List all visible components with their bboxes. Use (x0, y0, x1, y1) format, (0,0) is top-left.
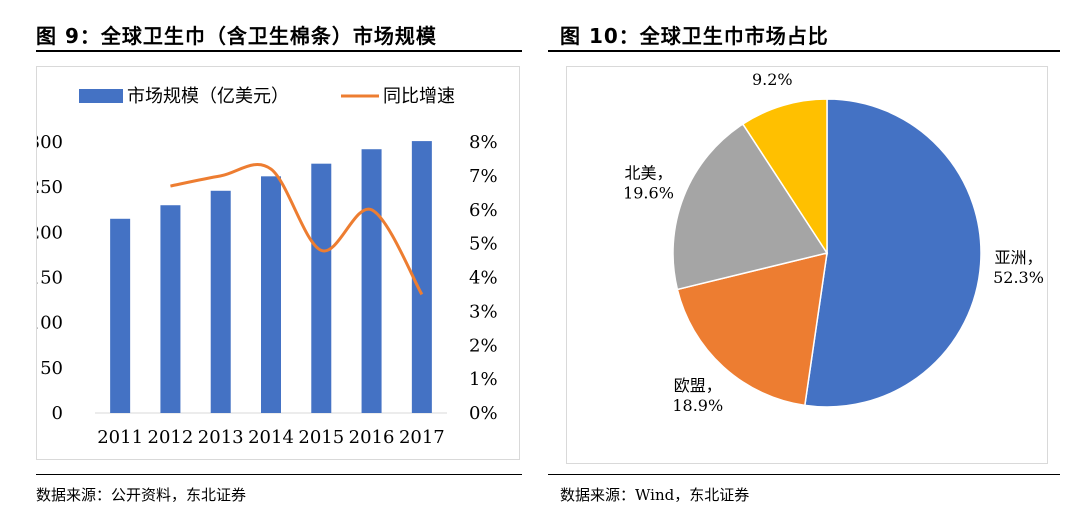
right-panel: 图 10：全球卫生巾市场占比 亚洲，52.3% 欧盟，18.9% 北美，19.6% 其… (540, 0, 1080, 522)
figure-10-source: 数据来源：Wind，东北证券 (560, 486, 750, 504)
pie-label-value: 9.2% (752, 70, 793, 89)
bar-2017 (411, 141, 432, 413)
y-left-tick-label: 250 (37, 177, 63, 198)
x-tick-label: 2016 (349, 427, 395, 448)
bar-line-chart-frame: 市场规模（亿美元） 同比增速 2011 2012 2013 2014 2015 2016 2… (29, 66, 520, 460)
pie-label-name: 北美， (624, 163, 672, 182)
pie-slice-北美 (672, 122, 829, 291)
x-tick-label: 2011 (97, 427, 143, 448)
bar-2011 (110, 218, 131, 413)
y-left-tick-label: 50 (40, 358, 63, 379)
y-left-tick-label: 200 (37, 222, 63, 243)
y-right-tick-label: 3% (469, 301, 498, 322)
x-tick-label: 2014 (248, 427, 294, 448)
x-tick-label: 2017 (399, 427, 445, 448)
x-tick-label: 2013 (198, 427, 244, 448)
y-right-ticks: 0% 1% 2% 3% 4% 5% 6% 7% 8% (469, 132, 498, 424)
source-rule (36, 474, 522, 475)
x-tick-label: 2012 (148, 427, 194, 448)
y-left-ticks: 0 50 100 150 200 250 300 (29, 132, 63, 424)
y-right-tick-label: 6% (469, 200, 498, 221)
title-rule (36, 50, 522, 52)
pie-label-value: 18.9% (672, 396, 723, 415)
bar-2014 (261, 176, 281, 413)
bar-series (110, 141, 432, 413)
source-rule (548, 474, 1060, 475)
pie-labels: 亚洲，52.3% 欧盟，18.9% 北美，19.6% 其他，9.2% (623, 50, 1044, 415)
y-right-tick-label: 2% (469, 335, 498, 356)
pie-slice-亚洲 (803, 98, 982, 408)
y-left-tick-label: 150 (37, 268, 63, 289)
growth-rate-line (170, 163, 424, 296)
x-tick-label: 2015 (298, 427, 344, 448)
y-left-tick-label: 0 (52, 403, 63, 424)
legend-bar-label: 市场规模（亿美元） (127, 86, 289, 107)
figure-10-title: 图 10：全球卫生巾市场占比 (560, 24, 829, 48)
chart-legend: 市场规模（亿美元） 同比增速 (79, 86, 455, 107)
y-right-tick-label: 1% (469, 369, 498, 390)
pie-slice-其他 (741, 98, 828, 256)
y-left-tick-label: 100 (37, 313, 63, 334)
y-right-tick-label: 5% (469, 234, 498, 255)
y-right-tick-label: 4% (469, 268, 498, 289)
pie-slice-欧盟 (676, 252, 828, 407)
bar-2012 (160, 205, 181, 413)
legend-bar-swatch (79, 89, 123, 103)
pie-label-name: 欧盟， (674, 376, 722, 395)
pie-slices (672, 98, 982, 408)
pie-chart: 亚洲，52.3% 欧盟，18.9% 北美，19.6% 其他，9.2% (623, 50, 1044, 415)
y-left-tick-label: 300 (37, 132, 63, 153)
x-axis-ticks: 2011 2012 2013 2014 2015 2016 2017 (97, 427, 445, 448)
bar-2015 (311, 163, 332, 413)
figure-9-title: 图 9：全球卫生巾（含卫生棉条）市场规模 (36, 24, 437, 48)
bar-2016 (361, 149, 382, 413)
y-right-tick-label: 8% (469, 132, 498, 153)
pie-chart-frame: 亚洲，52.3% 欧盟，18.9% 北美，19.6% 其他，9.2% (566, 50, 1048, 464)
pie-label-value: 52.3% (993, 268, 1044, 287)
title-rule (548, 50, 1060, 52)
y-right-tick-label: 0% (469, 403, 498, 424)
pie-label-name: 亚洲， (994, 248, 1042, 267)
legend-line-label: 同比增速 (383, 86, 455, 107)
bar-2013 (210, 190, 231, 413)
figure-9-source: 数据来源：公开资料，东北证券 (36, 486, 247, 504)
y-right-tick-label: 7% (469, 166, 498, 187)
pie-label-name: 其他， (748, 67, 796, 69)
bar-line-chart: 市场规模（亿美元） 同比增速 2011 2012 2013 2014 2015 2016 2… (29, 86, 498, 448)
pie-label-value: 19.6% (623, 183, 674, 202)
left-panel: 图 9：全球卫生巾（含卫生棉条）市场规模 市场规模（亿美元） 同比增速 2011… (29, 24, 522, 504)
